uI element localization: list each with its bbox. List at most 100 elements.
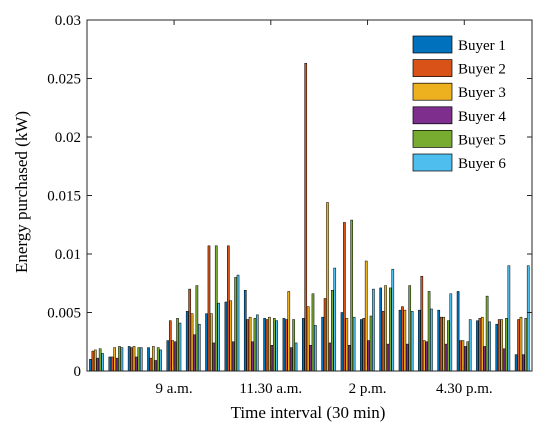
bar-buyer3-interval21 [480, 316, 484, 372]
bar-buyer2-interval9 [246, 319, 249, 372]
bar-buyer1-interval22 [495, 323, 499, 372]
bar-buyer6-interval14 [352, 316, 356, 372]
bar-buyer4-interval2 [115, 357, 119, 372]
bar-buyer4-interval21 [483, 346, 487, 372]
bar-buyer2-interval3 [130, 347, 133, 372]
bar-buyer1-interval23 [514, 354, 518, 372]
bar-buyer3-interval7 [210, 313, 213, 372]
bar-buyer4-interval14 [347, 345, 351, 372]
bar-buyer6-interval19 [449, 293, 453, 372]
bar-buyer6-interval4 [159, 349, 162, 372]
bar-buyer5-interval4 [156, 347, 160, 372]
bar-buyer6-interval3 [139, 347, 143, 372]
bar-buyer2-interval18 [420, 275, 424, 372]
bar-buyer5-interval19 [447, 320, 450, 372]
bar-buyer6-interval6 [198, 323, 201, 372]
bar-buyer2-interval7 [207, 245, 211, 372]
x-axis-label: Time interval (30 min) [231, 403, 386, 422]
bar-buyer2-interval2 [110, 356, 114, 372]
bar-buyer2-interval11 [285, 319, 288, 372]
bar-buyer5-interval13 [331, 290, 334, 372]
bar-buyer1-interval11 [282, 318, 286, 372]
bar-buyer4-interval23 [522, 354, 525, 372]
bar-buyer1-interval20 [456, 291, 460, 372]
bar-buyer6-interval1 [101, 353, 104, 372]
bar-buyer5-interval18 [427, 291, 431, 372]
bar-buyer6-interval10 [275, 320, 279, 372]
bar-buyer4-interval12 [309, 345, 312, 372]
bar-buyer3-interval17 [403, 309, 407, 372]
bar-buyer5-interval7 [214, 245, 218, 372]
bar-buyer6-interval8 [236, 274, 240, 372]
legend-swatch-buyer4 [412, 106, 453, 125]
bar-buyer1-interval6 [185, 311, 189, 372]
legend-label-buyer4: Buyer 4 [458, 109, 506, 125]
bar-buyer4-interval9 [251, 341, 254, 372]
bar-buyer1-interval9 [243, 290, 247, 372]
bar-buyer1-interval1 [89, 359, 92, 372]
bar-buyer2-interval4 [149, 357, 153, 372]
bar-buyer4-interval11 [289, 347, 293, 372]
bar-buyer3-interval10 [268, 316, 271, 372]
bar-buyer3-interval15 [364, 260, 368, 372]
bar-buyer6-interval22 [507, 265, 511, 372]
bar-buyer1-interval8 [224, 301, 228, 372]
bar-buyer5-interval22 [505, 318, 508, 372]
bar-buyer2-interval10 [265, 319, 269, 372]
bar-buyer1-interval10 [263, 318, 266, 372]
bar-buyer5-interval16 [389, 287, 392, 372]
bar-buyer3-interval3 [132, 346, 136, 372]
y-axis-label: Energy purchased (kW) [12, 111, 31, 273]
y-tick-label: 0.02 [55, 130, 81, 146]
bar-buyer6-interval12 [314, 325, 317, 372]
legend-label-buyer1: Buyer 1 [458, 38, 506, 54]
bar-buyer3-interval2 [113, 347, 116, 372]
bar-buyer1-interval12 [301, 318, 305, 372]
bar-buyer5-interval5 [176, 318, 179, 372]
x-tick-label: 4.30 p.m. [436, 381, 493, 397]
bar-buyer4-interval22 [502, 348, 506, 372]
bar-buyer3-interval14 [345, 318, 349, 372]
bar-buyer4-interval6 [193, 334, 196, 372]
x-tick-label: 2 p.m. [349, 381, 387, 397]
bar-buyer4-interval19 [444, 343, 448, 372]
bar-buyer3-interval19 [442, 316, 445, 372]
bar-buyer1-interval15 [360, 319, 363, 372]
bar-buyer2-interval19 [439, 316, 443, 372]
bar-buyer5-interval8 [234, 277, 237, 372]
bar-buyer4-interval13 [328, 342, 332, 372]
legend-label-buyer2: Buyer 2 [458, 62, 506, 78]
bar-buyer2-interval1 [91, 350, 95, 372]
bar-buyer2-interval8 [227, 245, 230, 372]
bar-buyer2-interval23 [517, 319, 520, 372]
bar-buyer3-interval4 [152, 346, 155, 372]
bar-buyer6-interval13 [333, 267, 337, 372]
bar-buyer3-interval1 [94, 349, 97, 372]
bar-buyer2-interval22 [497, 319, 501, 372]
bar-buyer2-interval5 [168, 320, 172, 372]
legend-swatch-buyer2 [412, 59, 453, 77]
bar-buyer5-interval17 [408, 285, 412, 372]
bar-buyer5-interval12 [311, 293, 315, 372]
bar-buyer1-interval2 [108, 356, 112, 372]
bar-buyer2-interval20 [459, 340, 462, 372]
bar-buyer1-interval19 [437, 309, 441, 372]
y-tick-label: 0.01 [55, 247, 81, 263]
bar-buyer6-interval15 [372, 288, 375, 372]
bar-buyer4-interval7 [212, 342, 216, 372]
y-tick-label: 0.005 [47, 306, 81, 322]
bar-buyer4-interval8 [231, 341, 235, 372]
bar-buyer4-interval16 [386, 343, 390, 372]
bar-buyer1-interval5 [166, 340, 170, 372]
legend-label-buyer5: Buyer 5 [458, 132, 506, 148]
bar-buyer5-interval11 [292, 319, 295, 372]
bar-buyer4-interval1 [96, 357, 100, 372]
x-tick-label: 9 a.m. [156, 381, 193, 397]
bar-buyer2-interval16 [381, 311, 385, 372]
bar-buyer3-interval23 [519, 316, 523, 372]
bar-buyer2-interval14 [343, 222, 346, 372]
bar-buyer1-interval17 [398, 309, 402, 372]
bar-buyer3-interval11 [287, 291, 291, 372]
bar-buyer5-interval6 [195, 285, 199, 372]
